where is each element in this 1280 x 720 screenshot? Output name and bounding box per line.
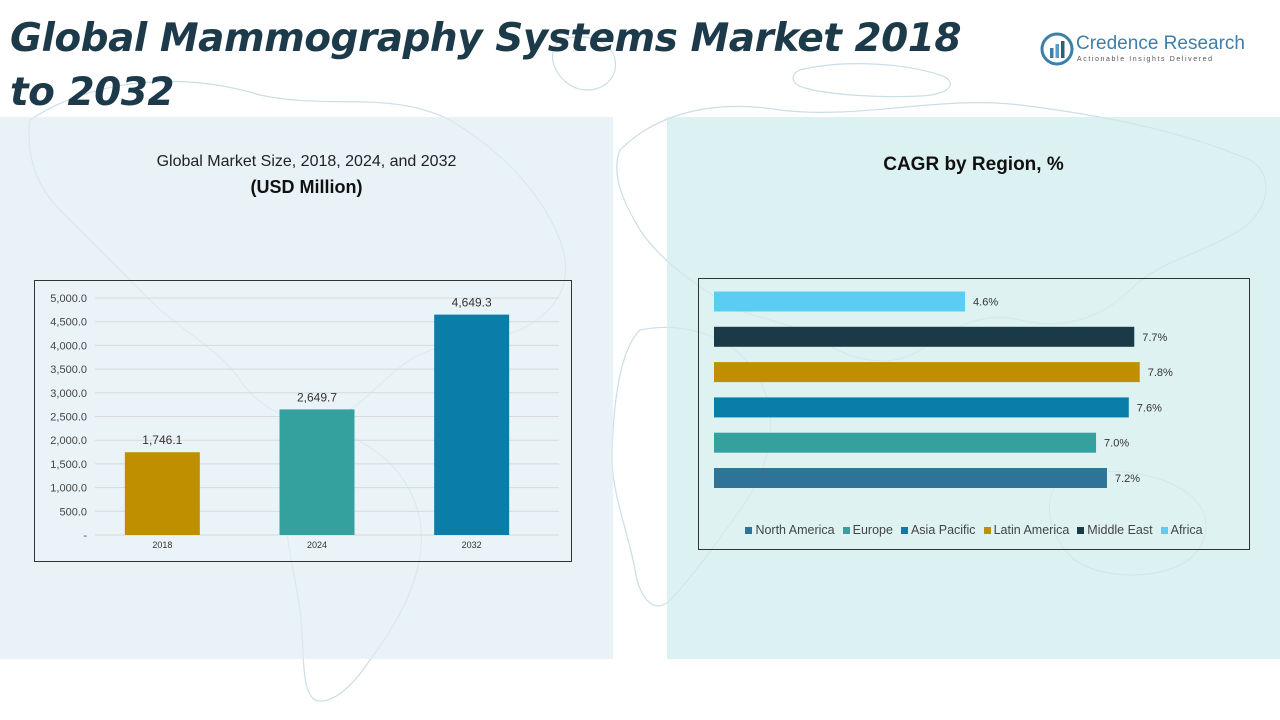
y-tick-label: 3,500.0 <box>50 364 87 376</box>
legend-item-north-america: North America <box>745 523 835 537</box>
legend-swatch <box>1160 526 1168 534</box>
credence-research-logo[interactable]: Credence Research Actionable Insights De… <box>1040 30 1260 70</box>
legend-item-europe: Europe <box>842 523 893 537</box>
legend-item-latin-america: Latin America <box>983 523 1070 537</box>
legend-item-middle-east: Middle East <box>1077 523 1153 537</box>
cagr-value-label: 7.0% <box>1104 438 1129 450</box>
bar-value-label: 2,649.7 <box>297 390 337 404</box>
legend-label: Latin America <box>993 523 1070 537</box>
cagr-legend: North America Europe Asia Pacific Latin Ame… <box>699 523 1249 537</box>
cagr-chart: 7.2% 7.0% 7.6% 7.8% 7.7% 4.6% North America Eu… <box>698 278 1250 550</box>
y-tick-label: 2,500.0 <box>50 412 87 424</box>
cagr-bar-asia-pacific <box>714 397 1129 418</box>
cagr-value-label: 7.6% <box>1137 402 1162 414</box>
legend-label: Europe <box>852 523 893 537</box>
y-tick-label: - <box>83 530 87 542</box>
legend-swatch <box>1077 526 1085 534</box>
legend-label: Africa <box>1170 523 1203 537</box>
logo-icon <box>1040 32 1074 66</box>
legend-swatch <box>983 526 991 534</box>
market-size-chart: - 500.0 1,000.0 1,500.0 2,000.0 2,500.0 3,000.… <box>34 280 572 562</box>
bar-2032 <box>434 314 510 535</box>
y-tick-label: 4,000.0 <box>50 340 87 352</box>
y-tick-label: 500.0 <box>59 506 87 518</box>
market-size-chart-title: Global Market Size, 2018, 2024, and 2032 <box>156 153 457 170</box>
market-size-unit: (USD Million) <box>250 177 363 197</box>
cagr-bar-africa <box>714 291 966 312</box>
legend-item-africa: Africa <box>1160 523 1203 537</box>
legend-label: Middle East <box>1087 523 1153 537</box>
legend-label: Asia Pacific <box>910 523 976 537</box>
cagr-bar-latin-america <box>714 362 1140 383</box>
cagr-bar-north-america <box>714 468 1107 488</box>
x-tick-label: 2032 <box>462 540 482 550</box>
legend-swatch <box>842 526 850 534</box>
legend-swatch <box>900 526 908 534</box>
cagr-bar-middle-east <box>714 326 1135 347</box>
y-tick-label: 1,000.0 <box>50 483 87 495</box>
x-tick-label: 2024 <box>307 540 327 550</box>
y-tick-label: 3,000.0 <box>50 388 87 400</box>
bar-2018 <box>124 452 200 535</box>
cagr-panel: CAGR by Region, % <box>667 117 1280 659</box>
logo-tagline: Actionable Insights Delivered <box>1077 56 1214 63</box>
cagr-chart-title: CAGR by Region, % <box>883 154 1064 175</box>
bar-value-label: 4,649.3 <box>452 296 492 310</box>
cagr-value-label: 7.2% <box>1115 473 1140 485</box>
cagr-value-label: 7.7% <box>1142 332 1167 344</box>
bar-2024 <box>279 409 355 535</box>
cagr-value-label: 7.8% <box>1148 367 1173 379</box>
y-tick-label: 4,500.0 <box>50 317 87 329</box>
page-title: Global Mammography Systems Market 2018 t… <box>10 16 962 115</box>
x-tick-label: 2018 <box>152 540 172 550</box>
cagr-chart-svg: 7.2% 7.0% 7.6% 7.8% 7.7% 4.6% <box>714 291 1173 488</box>
market-size-panel: Global Market Size, 2018, 2024, and 2032… <box>0 117 613 659</box>
market-size-chart-svg: - 500.0 1,000.0 1,500.0 2,000.0 2,500.0 3,000.… <box>50 293 559 550</box>
legend-item-asia-pacific: Asia Pacific <box>900 523 976 537</box>
cagr-bar-europe <box>714 432 1097 453</box>
bar-value-label: 1,746.1 <box>142 433 182 447</box>
legend-swatch <box>745 526 753 534</box>
legend-label: North America <box>755 523 835 537</box>
cagr-value-label: 4.6% <box>973 297 998 309</box>
logo-name: Credence Research <box>1076 33 1245 54</box>
y-tick-label: 5,000.0 <box>50 293 87 305</box>
y-tick-label: 2,000.0 <box>50 435 87 447</box>
y-tick-label: 1,500.0 <box>50 459 87 471</box>
